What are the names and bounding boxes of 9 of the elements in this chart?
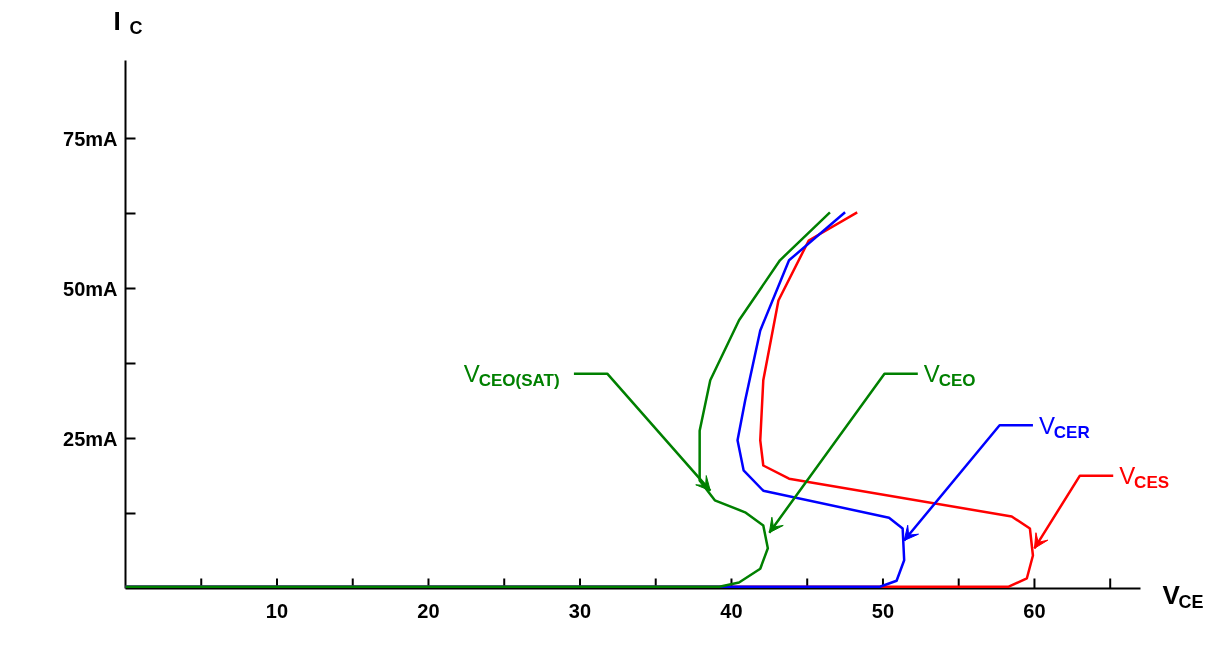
- y-tick-label: 75mA: [63, 127, 118, 150]
- y-tick-label: 25mA: [63, 427, 118, 450]
- y-tick-label: 50mA: [63, 277, 118, 300]
- x-tick-label: 10: [265, 599, 289, 622]
- x-tick-label: 50: [871, 599, 895, 622]
- x-tick-label: 40: [720, 599, 743, 622]
- x-tick-label: 30: [568, 599, 592, 622]
- x-tick-label: 20: [417, 599, 440, 622]
- x-tick-label: 60: [1023, 599, 1046, 622]
